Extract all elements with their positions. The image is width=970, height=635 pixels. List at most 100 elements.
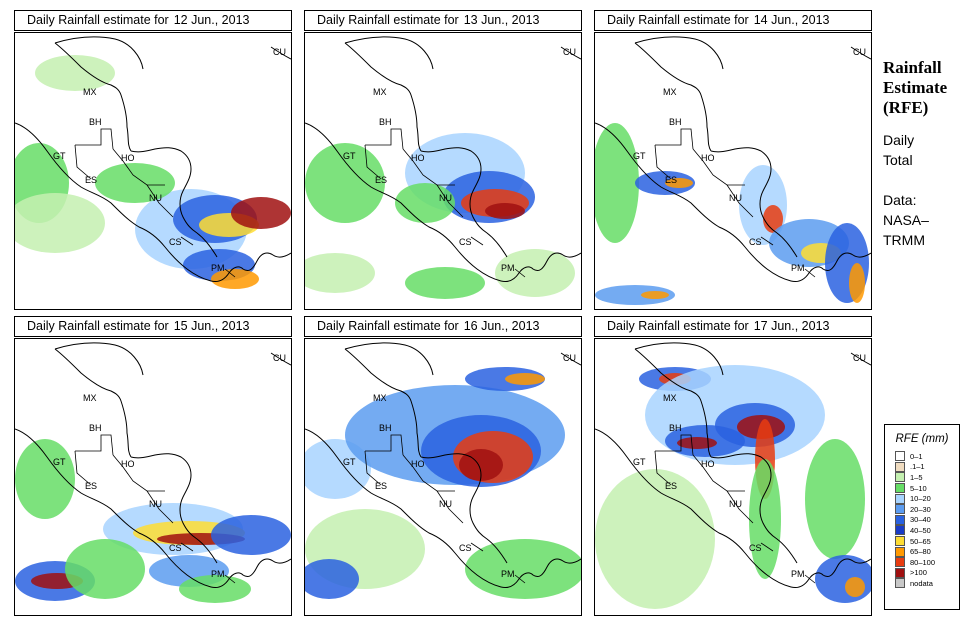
legend-swatch [895,472,905,483]
country-label: BH [89,117,102,127]
rainfall-map: MX BH GT HO ES NU CS PM CU [594,338,872,616]
legend-label: 5–10 [910,483,927,493]
country-label: ES [375,481,387,491]
data-source-line: TRMM [883,232,925,248]
country-label: NU [149,499,162,509]
map-canvas: MX BH GT HO ES NU CS PM CU [15,36,291,289]
country-border [514,574,526,584]
country-label: GT [343,151,356,161]
country-label: MX [663,87,677,97]
coastline [710,453,798,564]
rfe-legend: RFE (mm) 0–1.1–1 1–5 5–10 10–20 20–30 30–40 40… [884,424,960,610]
rainfall-panel-2: Daily Rainfall estimate for 13 Jun., 2013… [304,10,582,310]
country-label: CS [459,237,472,247]
legend-item: 20–30 [895,504,959,515]
country-label: CS [749,237,762,247]
country-label: ES [665,175,677,185]
country-label: HO [121,459,135,469]
country-border [726,490,754,524]
rainfall-patch [95,163,175,203]
rainfall-map: MX BH GT HO ES NU CS PM CU [594,32,872,310]
rainfall-patch [763,205,783,233]
rainfall-patch [395,183,455,223]
rainfall-patch [485,203,525,219]
coastline [130,147,218,258]
rainfall-map: MX BH GT HO ES NU CS PM CU [14,32,292,310]
country-border [112,148,165,186]
country-border [146,184,174,218]
country-label: ES [665,481,677,491]
legend-swatch [895,567,905,578]
panel-title: Daily Rainfall estimate for 12 Jun., 2013 [14,10,292,31]
country-label: NU [729,499,742,509]
rainfall-panel-3: Daily Rainfall estimate for 14 Jun., 2013… [594,10,872,310]
coastline [595,122,871,282]
country-border [365,434,404,456]
legend-label: >100 [910,568,927,578]
legend-item: 1–5 [895,472,959,483]
country-border [224,268,236,278]
coastline [15,428,291,588]
country-border [436,490,464,524]
country-border [180,542,194,552]
subtitle-line: Total [883,152,913,168]
country-border [74,450,92,486]
rainfall-patch [179,575,251,603]
rainfall-patch [231,197,291,229]
country-border [654,450,672,486]
country-label: NU [439,193,452,203]
rainfall-patch [595,285,675,305]
panel-title-text: Daily Rainfall estimate for [27,13,169,27]
panel-title-text: Daily Rainfall estimate for [317,319,459,333]
rainfall-patch [305,559,359,599]
legend-label: 50–65 [910,536,931,546]
country-border [224,574,236,584]
country-border [726,184,754,218]
country-label: PM [791,263,805,273]
country-border [436,184,464,218]
rainfall-patch [211,515,291,555]
country-border [804,574,816,584]
country-label: MX [373,87,387,97]
data-source-line: Data: [883,192,917,208]
coastline [54,36,144,70]
coastline [634,342,724,376]
legend-item: 10–20 [895,493,959,504]
legend-label: 65–80 [910,547,931,557]
subtitle-line: Daily [883,132,915,148]
country-label: BH [89,423,102,433]
country-label: GT [343,457,356,467]
country-border [74,144,92,180]
map-canvas: MX BH GT HO ES NU CS PM CU [595,342,871,609]
country-border [655,434,694,456]
country-label: CU [273,353,286,363]
rainfall-patch [405,267,485,299]
map-canvas: MX BH GT HO ES NU CS PM CU [595,36,871,305]
coastline [344,42,422,152]
country-border [655,128,694,150]
rainfall-patch [815,555,871,603]
country-border [692,148,745,186]
coastline [305,122,581,282]
country-label: CS [169,237,182,247]
coastline [270,46,291,60]
country-border [364,144,382,180]
panel-date: 15 Jun., 2013 [173,319,250,333]
legend-swatch [895,536,905,547]
country-border [75,128,114,150]
country-label: CU [273,47,286,57]
country-border [402,148,455,186]
country-label: BH [669,117,682,127]
legend-item: .1–1 [895,461,959,473]
country-label: CS [169,543,182,553]
country-border [112,454,165,492]
country-label: GT [633,151,646,161]
coastline [560,46,581,60]
country-border [75,434,114,456]
rainfall-panel-5: Daily Rainfall estimate for 16 Jun., 2013… [304,316,582,616]
rainfall-map: MX BH GT HO ES NU CS PM CU [304,32,582,310]
country-label: GT [53,457,66,467]
panel-date: 14 Jun., 2013 [753,13,830,27]
legend-label: 80–100 [910,557,936,567]
product-title-line: Estimate [883,78,948,97]
